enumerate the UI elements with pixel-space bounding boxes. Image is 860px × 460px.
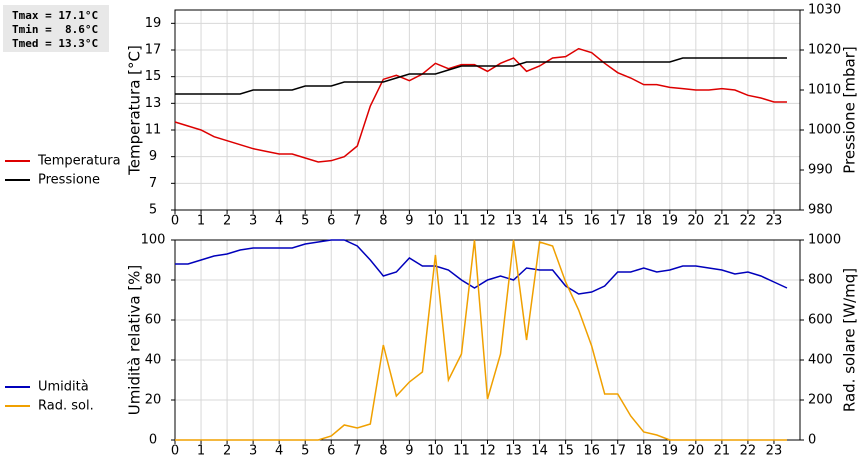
x-tick-label: 5 [301,444,309,459]
y2-tick-label: 400 [808,353,833,368]
x-tick-label: 16 [583,214,600,229]
x-tick-label: 21 [714,444,731,459]
x-tick-label: 3 [249,214,257,229]
x-tick-label: 4 [275,214,283,229]
y-tick-label: 80 [145,273,162,288]
y-tick-label: 0 [149,433,157,448]
x-tick-label: 10 [427,214,444,229]
y2-axis-label: Rad. solare [W/mq] [841,268,859,412]
x-tick-label: 8 [379,444,387,459]
x-tick-label: 7 [353,214,361,229]
y2-tick-label: 1030 [808,3,841,18]
y-axis-label: Temperatura [°C] [126,45,144,176]
x-tick-label: 13 [505,444,522,459]
y2-tick-label: 990 [808,163,833,178]
x-tick-label: 14 [531,214,548,229]
x-tick-label: 11 [453,214,470,229]
plot-frame [174,239,801,441]
y-tick-label: 100 [141,233,166,248]
x-tick-label: 2 [223,444,231,459]
x-tick-label: 19 [662,214,679,229]
y-tick-label: 19 [145,16,162,31]
x-tick-label: 7 [353,444,361,459]
y2-tick-label: 980 [808,203,833,218]
x-tick-label: 8 [379,214,387,229]
x-tick-label: 15 [557,444,574,459]
x-tick-label: 20 [688,214,705,229]
x-tick-label: 12 [479,444,496,459]
x-tick-label: 14 [531,444,548,459]
legend-label: Pressione [38,173,100,188]
y-tick-label: 15 [145,69,162,84]
y-tick-label: 60 [145,313,162,328]
x-tick-label: 2 [223,214,231,229]
y2-tick-label: 800 [808,273,833,288]
y-tick-label: 5 [149,203,157,218]
y-tick-label: 13 [145,96,162,111]
y-tick-label: 20 [145,393,162,408]
y-axis-label: Umidità relativa [%] [126,265,144,416]
x-tick-label: 18 [635,444,652,459]
legend-label: Temperatura [37,154,121,169]
x-tick-label: 1 [197,214,205,229]
x-tick-label: 6 [327,444,335,459]
x-tick-label: 9 [405,444,413,459]
x-tick-label: 11 [453,444,470,459]
x-tick-label: 21 [714,214,731,229]
x-tick-label: 23 [766,444,783,459]
y-tick-label: 17 [145,43,162,58]
x-tick-label: 19 [662,444,679,459]
x-tick-label: 20 [688,444,705,459]
y-tick-label: 9 [149,149,157,164]
x-tick-label: 5 [301,214,309,229]
x-tick-label: 22 [740,214,757,229]
x-tick-label: 4 [275,444,283,459]
y2-axis-label: Pressione [mbar] [841,46,859,174]
x-tick-label: 0 [171,444,179,459]
y2-tick-label: 1000 [808,123,841,138]
x-tick-label: 1 [197,444,205,459]
series-line [175,239,787,441]
y2-tick-label: 1000 [808,233,841,248]
y-tick-label: 11 [145,123,162,138]
x-tick-label: 23 [766,214,783,229]
y2-tick-label: 0 [808,433,816,448]
x-tick-label: 18 [635,214,652,229]
x-tick-label: 6 [327,214,335,229]
y-tick-label: 7 [149,176,157,191]
x-tick-label: 17 [609,214,626,229]
x-tick-label: 17 [609,444,626,459]
y2-tick-label: 200 [808,393,833,408]
info-text: Tmed = 13.3°C [12,37,98,50]
y-tick-label: 40 [145,353,162,368]
y2-tick-label: 600 [808,313,833,328]
x-tick-label: 22 [740,444,757,459]
x-tick-label: 3 [249,444,257,459]
series-line [175,239,788,295]
y2-tick-label: 1020 [808,43,841,58]
x-tick-label: 12 [479,214,496,229]
plot-frame [174,9,801,211]
x-tick-label: 9 [405,214,413,229]
legend-label: Umidità [38,380,89,395]
series-line [175,57,787,95]
legend-label: Rad. sol. [38,399,94,414]
info-box [3,5,109,52]
info-text: Tmin = 8.6°C [12,23,98,36]
x-tick-label: 0 [171,214,179,229]
info-text: Tmax = 17.1°C [12,9,98,22]
x-tick-label: 13 [505,214,522,229]
x-tick-label: 10 [427,444,444,459]
x-tick-label: 15 [557,214,574,229]
y2-tick-label: 1010 [808,83,841,98]
x-tick-label: 16 [583,444,600,459]
series-line [174,47,787,163]
